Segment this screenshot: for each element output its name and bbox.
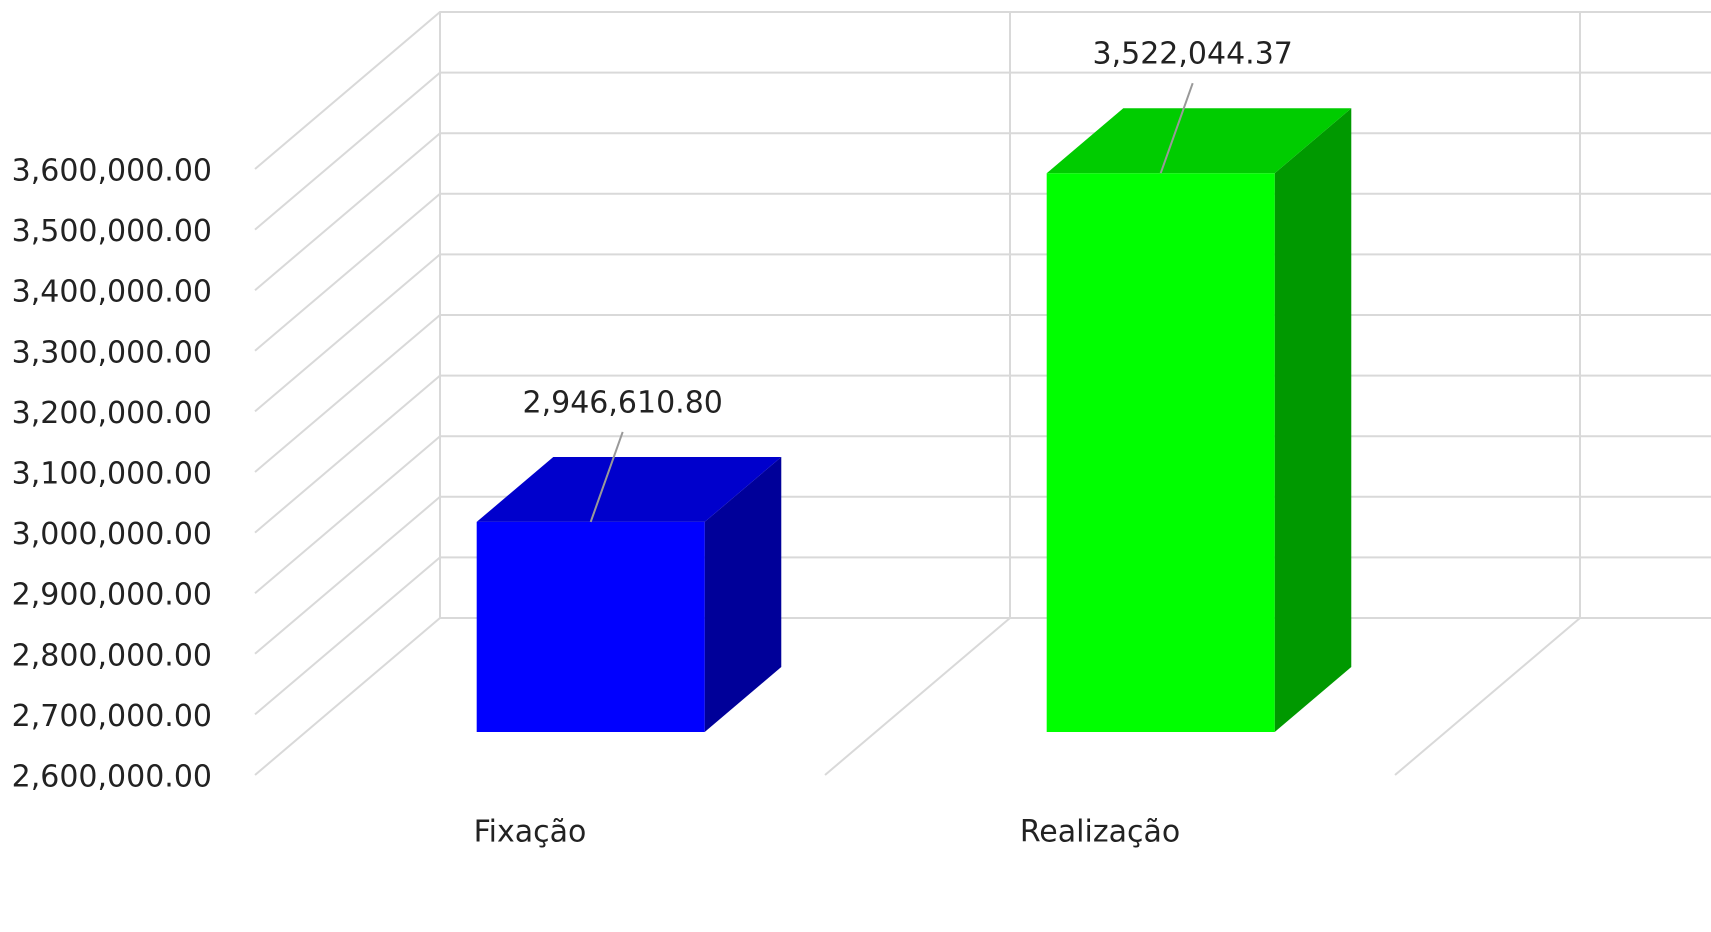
- grid-line: [254, 374, 1711, 534]
- y-tick-label: 2,800,000.00: [12, 638, 212, 673]
- bar: [476, 521, 705, 732]
- x-tick-label: Fixação: [474, 815, 587, 850]
- bar: [1046, 173, 1275, 732]
- data-label: 2,946,610.80: [522, 385, 722, 420]
- y-tick-label: 3,300,000.00: [12, 335, 212, 370]
- leader-line: [1159, 82, 1194, 174]
- y-tick-label: 3,400,000.00: [12, 275, 212, 310]
- grid-line: [254, 314, 1711, 473]
- grid-line: [254, 71, 1711, 231]
- bar-top: [1046, 108, 1352, 174]
- leader-line: [589, 431, 624, 523]
- y-tick-label: 2,900,000.00: [12, 578, 212, 613]
- y-tick-label: 3,500,000.00: [12, 214, 212, 249]
- y-tick-label: 3,600,000.00: [12, 154, 212, 189]
- y-tick-label: 3,100,000.00: [12, 457, 212, 492]
- grid-line: [254, 192, 1711, 352]
- floor-line: [824, 617, 1011, 776]
- bar-top: [476, 456, 782, 522]
- x-tick-label: Realização: [1020, 815, 1180, 850]
- bar-side: [704, 456, 782, 732]
- y-tick-label: 2,700,000.00: [12, 699, 212, 734]
- floor-line: [1394, 617, 1581, 776]
- grid-line: [254, 435, 1711, 594]
- bar-side: [1274, 108, 1352, 732]
- y-tick-label: 3,000,000.00: [12, 517, 212, 552]
- y-tick-label: 3,200,000.00: [12, 396, 212, 431]
- grid-line: [254, 556, 1711, 716]
- grid-line: [254, 495, 1711, 655]
- grid-line: [254, 132, 1711, 291]
- y-tick-label: 2,600,000.00: [12, 760, 212, 795]
- grid-line: [254, 253, 1711, 413]
- grid-line: [254, 11, 1711, 170]
- data-label: 3,522,044.37: [1092, 37, 1292, 72]
